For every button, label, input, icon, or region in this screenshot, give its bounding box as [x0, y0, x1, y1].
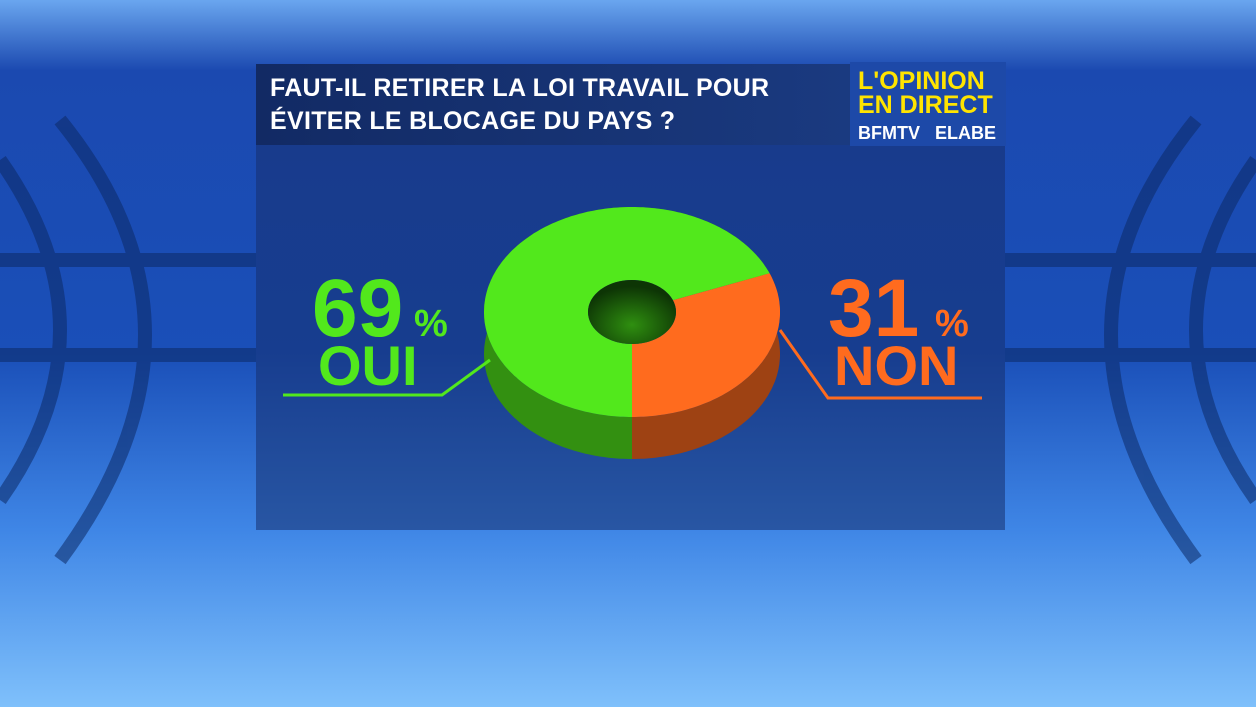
pie-slice-side	[632, 273, 780, 459]
logo-line: L'OPINION	[858, 67, 985, 95]
leader-line	[283, 358, 491, 397]
logo-box	[850, 62, 1006, 146]
chart-title: FAUT-IL RETIRER LA LOI TRAVAIL POUR ÉVIT…	[270, 74, 770, 135]
title-banner	[256, 64, 850, 145]
logo-brand: BFMTV	[858, 123, 920, 143]
pie-slice	[484, 207, 770, 417]
pie	[484, 207, 780, 459]
decor	[0, 115, 1256, 565]
pie-hole	[588, 280, 676, 344]
value-label: 31	[828, 263, 919, 354]
pie-slice	[632, 273, 780, 417]
logo-line: EN DIRECT	[858, 91, 993, 119]
category-label: OUI	[318, 334, 418, 397]
logo-partner: ELABE	[935, 123, 996, 143]
value-label: 69	[312, 263, 403, 354]
category-label: NON	[834, 334, 958, 397]
leader-line	[778, 329, 982, 400]
value-suffix: %	[935, 303, 969, 345]
value-suffix: %	[414, 303, 448, 345]
